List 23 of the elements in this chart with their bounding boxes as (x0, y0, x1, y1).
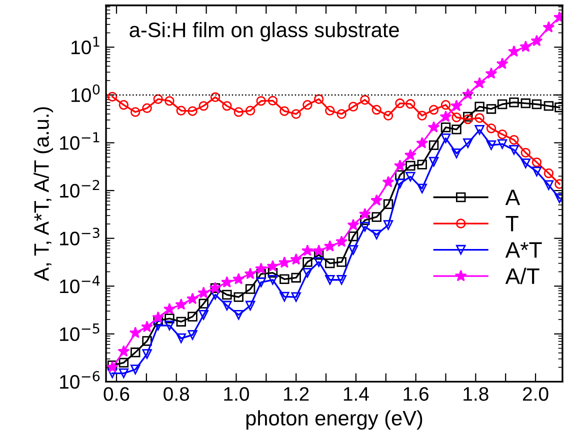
legend-label: A/T (505, 268, 540, 284)
x-tick-label: 1.0 (224, 387, 249, 401)
legend-label: A (505, 190, 520, 206)
y-tick-label: 10$^{0}$ (72, 84, 100, 102)
y-tick-label: 10$^{−6}$ (60, 371, 100, 389)
y-axis-title: A, T, A*T, A/T (a.u.) (34, 107, 54, 282)
y-tick-label: 10$^{−4}$ (60, 276, 100, 294)
y-tick-label: 10$^{−3}$ (60, 228, 100, 246)
x-tick-label: 1.6 (404, 387, 428, 401)
legend-label: T (506, 216, 518, 232)
y-tick-label: 10$^{−2}$ (60, 180, 100, 198)
x-axis-title: photon energy (eV) (246, 410, 422, 430)
y-tick-label: 10$^{−1}$ (60, 132, 100, 150)
x-tick-label: 0.6 (104, 387, 130, 401)
y-tick-label: 10$^{1}$ (72, 36, 100, 54)
x-tick-label: 1.4 (344, 387, 369, 401)
x-tick-label: 0.8 (164, 387, 190, 401)
x-tick-label: 1.2 (284, 387, 309, 401)
x-tick-label: 2.0 (522, 387, 548, 401)
x-tick-label: 1.8 (464, 387, 488, 401)
text: a-Si:H film on glass substrate (130, 22, 399, 42)
y-tick-label: 10$^{−5}$ (60, 323, 100, 342)
legend-label: A*T (505, 242, 542, 258)
